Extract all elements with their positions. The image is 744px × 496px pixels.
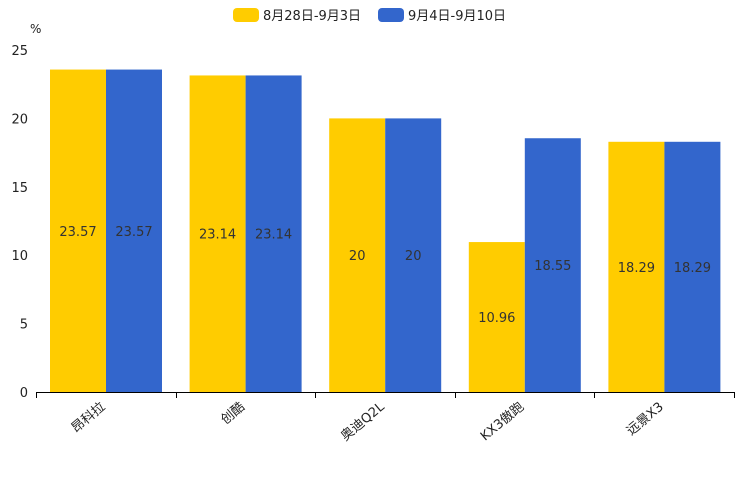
data-label-series2-4: 18.55: [534, 259, 571, 274]
bar-series2-4: [524, 138, 581, 392]
data-label-series1-1: 23.57: [59, 225, 96, 240]
data-label-series2-5: 18.29: [674, 261, 711, 276]
x-category-label-2: 创酷: [218, 400, 248, 428]
bar-series2-1: [106, 69, 162, 392]
data-label-series1-5: 18.29: [618, 261, 655, 276]
bar-series2-3: [385, 118, 442, 393]
y-tick-label: 20: [11, 112, 28, 127]
legend-swatch-1: [233, 8, 259, 22]
bar-series1-5: [608, 141, 665, 392]
data-label-series1-2: 23.14: [199, 228, 236, 243]
legend-swatch-2: [378, 8, 404, 22]
x-category-label-3: 奥迪Q2L: [338, 399, 388, 444]
legend-label-2: 9月4日-9月10日: [408, 9, 506, 24]
y-tick-label: 0: [20, 386, 28, 401]
x-category-label-4: KX3傲跑: [478, 400, 527, 445]
legend: 8月28日-9月3日 9月4日-9月10日: [233, 8, 506, 24]
y-axis-unit-label: %: [30, 22, 41, 36]
data-label-series1-4: 10.96: [478, 311, 515, 326]
y-tick-label: 5: [20, 318, 28, 333]
y-tick-label: 15: [11, 181, 28, 196]
data-label-series2-1: 23.57: [115, 225, 152, 240]
x-axis: 昂科拉 创酷 奥迪Q2L KX3傲跑 远景X3: [36, 392, 735, 444]
y-tick-label: 10: [11, 249, 28, 264]
bar-series2-5: [664, 141, 721, 392]
data-label-series2-3: 20: [405, 249, 422, 264]
x-category-label-5: 远景X3: [624, 400, 667, 439]
bar-series1-2: [189, 75, 246, 393]
data-label-series1-3: 20: [349, 249, 366, 264]
bars: 23.57 23.57 23.14 23.14 20 20 10.96 18.55 18.29 1…: [50, 69, 721, 393]
bar-series1-3: [329, 118, 386, 393]
y-axis: 0 5 10 15 20 25: [11, 44, 28, 401]
bar-series2-2: [245, 75, 302, 393]
legend-label-1: 8月28日-9月3日: [263, 9, 361, 24]
data-label-series2-2: 23.14: [255, 228, 292, 243]
bar-series1-4: [468, 242, 525, 392]
bar-series1-1: [50, 69, 106, 392]
y-tick-label: 25: [11, 44, 28, 59]
x-category-label-1: 昂科拉: [69, 400, 109, 437]
